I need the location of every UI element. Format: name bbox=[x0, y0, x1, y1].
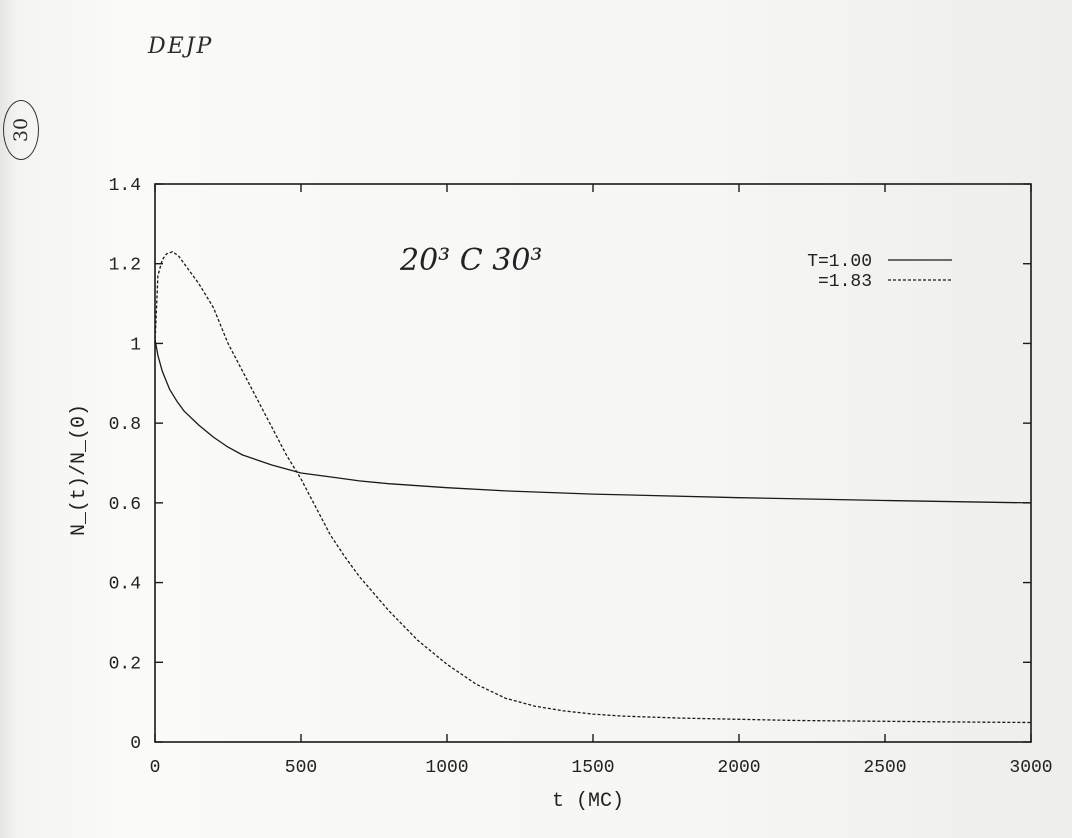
y-tick-label: 0.8 bbox=[109, 415, 141, 435]
axis-ticks: 0 500 1000 1500 2000 2500 3000 0 0.2 0.4 0.6 0.8 1 1.… bbox=[109, 176, 1053, 778]
legend: T=1.00=1.83 bbox=[807, 252, 952, 292]
x-tick-label: 2500 bbox=[863, 758, 906, 778]
y-tick-label: 0.4 bbox=[109, 575, 141, 595]
series-line-2 bbox=[154, 251, 1032, 724]
y-tick-label: 0.6 bbox=[109, 495, 141, 515]
legend-label-1: T=1.00 bbox=[807, 252, 872, 272]
x-tick-label: 500 bbox=[285, 758, 317, 778]
series-line-1 bbox=[154, 339, 1032, 504]
y-tick-label: 1 bbox=[130, 335, 141, 355]
y-axis-label: N_(t)/N_(0) bbox=[68, 404, 91, 536]
y-tick-label: 1.4 bbox=[109, 176, 141, 196]
x-tick-label: 1500 bbox=[571, 758, 614, 778]
x-tick-label: 0 bbox=[150, 758, 161, 778]
y-tick-label: 0 bbox=[130, 734, 141, 754]
page-number-circle: 30 bbox=[3, 100, 39, 160]
handwritten-note: DEJP bbox=[148, 34, 214, 59]
legend-label-2: =1.83 bbox=[818, 272, 872, 292]
plot-frame bbox=[154, 183, 1032, 743]
x-tick-label: 1000 bbox=[425, 758, 468, 778]
plot-axes bbox=[154, 183, 1032, 743]
series-layer bbox=[154, 251, 1032, 724]
x-axis-label: t (MC) bbox=[552, 790, 624, 813]
y-tick-label: 0.2 bbox=[109, 654, 141, 674]
x-tick-label: 2000 bbox=[717, 758, 760, 778]
x-tick-label: 3000 bbox=[1009, 758, 1052, 778]
plot-annotation: 20³ C 30³ bbox=[399, 243, 542, 278]
y-tick-label: 1.2 bbox=[109, 256, 141, 276]
